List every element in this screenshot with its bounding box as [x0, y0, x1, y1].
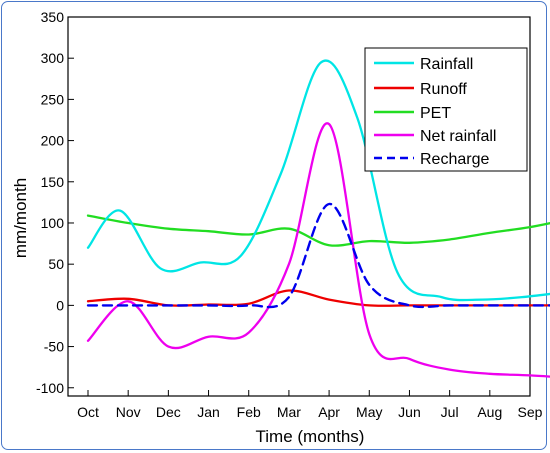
x-tick-label: Sep — [518, 404, 543, 420]
x-tick-label: Oct — [77, 404, 99, 420]
legend-item-rainfall: Rainfall — [374, 56, 473, 73]
series-layer — [86, 59, 550, 378]
series-line-runoff — [86, 289, 550, 307]
plot-area — [67, 16, 531, 397]
legend-label-rainfall: Rainfall — [420, 56, 473, 73]
x-tick-label: Apr — [318, 404, 340, 420]
y-tick-label: 100 — [41, 215, 65, 231]
x-tick-label: Nov — [116, 404, 141, 420]
y-tick-label: 200 — [41, 133, 65, 149]
x-tick-label: Aug — [477, 404, 502, 420]
legend-item-runoff: Runoff — [374, 81, 467, 98]
legend-label-net-rainfall: Net rainfall — [420, 128, 496, 145]
y-tick-label: 150 — [41, 174, 65, 190]
y-tick-label: 250 — [41, 91, 65, 107]
y-tick-label: -50 — [44, 339, 64, 355]
y-tick-label: 350 — [41, 9, 65, 25]
legend-item-net-rainfall: Net rainfall — [374, 128, 496, 145]
x-tick-label: Feb — [237, 404, 261, 420]
x-tick-label: Jun — [398, 404, 421, 420]
plot-frame — [67, 16, 531, 397]
series-line-rainfall — [86, 59, 550, 302]
legend-box — [364, 47, 528, 172]
ticks-layer: -100 -50 0 50 100 150 200 250 300 350 Oct Nov Dec Jan… — [36, 9, 543, 420]
legend-label-runoff: Runoff — [420, 81, 467, 98]
legend-label-recharge: Recharge — [420, 151, 489, 168]
y-tick-label: -100 — [36, 380, 64, 396]
series-line-pet — [86, 214, 550, 247]
legend-label-pet: PET — [420, 105, 451, 122]
legend-item-pet: PET — [374, 105, 451, 122]
legend: Rainfall Runoff PET Net rainfall Recharg… — [364, 47, 528, 172]
x-tick-label: Mar — [277, 404, 301, 420]
legend-item-recharge: Recharge — [374, 151, 489, 168]
x-axis-title: Time (months) — [256, 427, 365, 446]
y-axis-title: mm/month — [11, 178, 30, 258]
x-tick-label: Jul — [441, 404, 459, 420]
y-tick-label: 300 — [41, 50, 65, 66]
x-tick-label: Jan — [197, 404, 220, 420]
x-tick-label: May — [356, 404, 382, 420]
series-line-net-rainfall — [86, 122, 550, 378]
y-tick-label: 50 — [48, 256, 64, 272]
series-line-recharge — [86, 202, 550, 309]
y-tick-label: 0 — [56, 297, 64, 313]
x-tick-label: Dec — [156, 404, 181, 420]
